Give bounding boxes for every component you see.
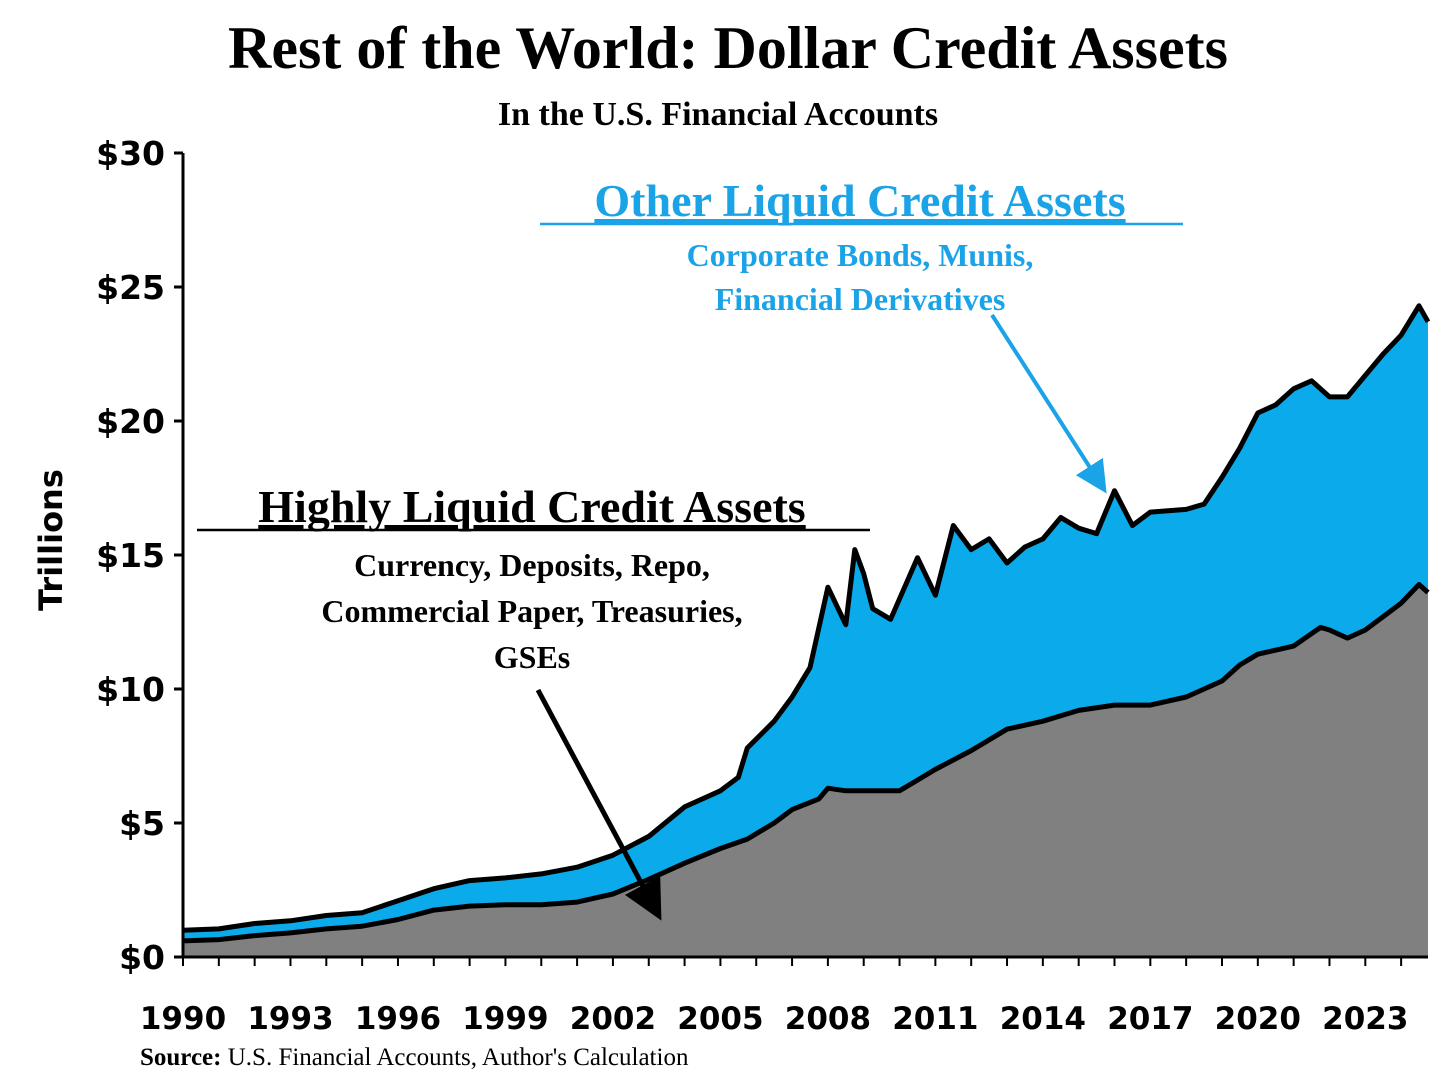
x-tick-label: 2023 — [1322, 1001, 1408, 1037]
other-liquid-annotation: Other Liquid Credit Assets Corporate Bon… — [540, 175, 1183, 494]
source-label: Source: — [140, 1044, 222, 1071]
highly-liquid-area — [183, 584, 1428, 957]
y-tick-label: $20 — [96, 402, 165, 441]
x-tick-label: 2014 — [1000, 1001, 1086, 1037]
other-liquid-desc-1: Corporate Bonds, Munis, — [687, 237, 1034, 273]
x-tick-label: 2020 — [1215, 1001, 1301, 1037]
source-text: U.S. Financial Accounts, Author's Calcul… — [227, 1044, 689, 1071]
highly-liquid-annotation: Highly Liquid Credit Assets Currency, De… — [197, 481, 870, 921]
x-tick-label: 1990 — [140, 1001, 226, 1037]
plot-area — [182, 303, 1431, 957]
x-tick-label: 1993 — [247, 1001, 333, 1037]
x-tick-label: 2017 — [1107, 1001, 1193, 1037]
y-tick-label: $10 — [96, 670, 165, 709]
y-tick-label: $25 — [96, 268, 165, 307]
y-tick-label: $15 — [96, 536, 165, 575]
source-note: Source: U.S. Financial Accounts, Author'… — [140, 1044, 688, 1072]
y-tick-label: $0 — [119, 938, 165, 977]
x-tick-label: 2002 — [570, 1001, 656, 1037]
x-tick-label: 1999 — [462, 1001, 548, 1037]
x-tick-label: 2005 — [677, 1001, 763, 1037]
y-tick-label: $30 — [96, 134, 165, 173]
highly-liquid-heading: Highly Liquid Credit Assets — [258, 481, 805, 532]
total-line — [182, 303, 1431, 933]
axes: $0 $5 $10 $15 $20 $25 $30 1990 1993 1996 1999 2002… — [96, 134, 1428, 1037]
other-liquid-heading: Other Liquid Credit Assets — [594, 175, 1125, 226]
x-tick-label: 2008 — [785, 1001, 871, 1037]
other-liquid-arrow — [990, 313, 1107, 494]
highly-liquid-arrow — [535, 688, 662, 921]
chart-canvas: $0 $5 $10 $15 $20 $25 $30 1990 1993 1996 1999 2002… — [32, 134, 1431, 1037]
highly-liquid-desc-2: Commercial Paper, Treasuries, — [321, 593, 742, 629]
highly-liquid-desc-1: Currency, Deposits, Repo, — [354, 547, 710, 583]
y-tick-label: $5 — [119, 804, 165, 843]
highly-liquid-desc-3: GSEs — [494, 639, 570, 675]
x-tick-label: 2011 — [892, 1001, 978, 1037]
y-axis-label: Trillions — [32, 469, 70, 611]
x-tick-label: 1996 — [355, 1001, 441, 1037]
chart-subtitle: In the U.S. Financial Accounts — [497, 96, 939, 133]
chart-title: Rest of the World: Dollar Credit Assets — [228, 15, 1228, 81]
other-liquid-desc-2: Financial Derivatives — [715, 281, 1006, 317]
highly-liquid-line — [182, 582, 1430, 944]
